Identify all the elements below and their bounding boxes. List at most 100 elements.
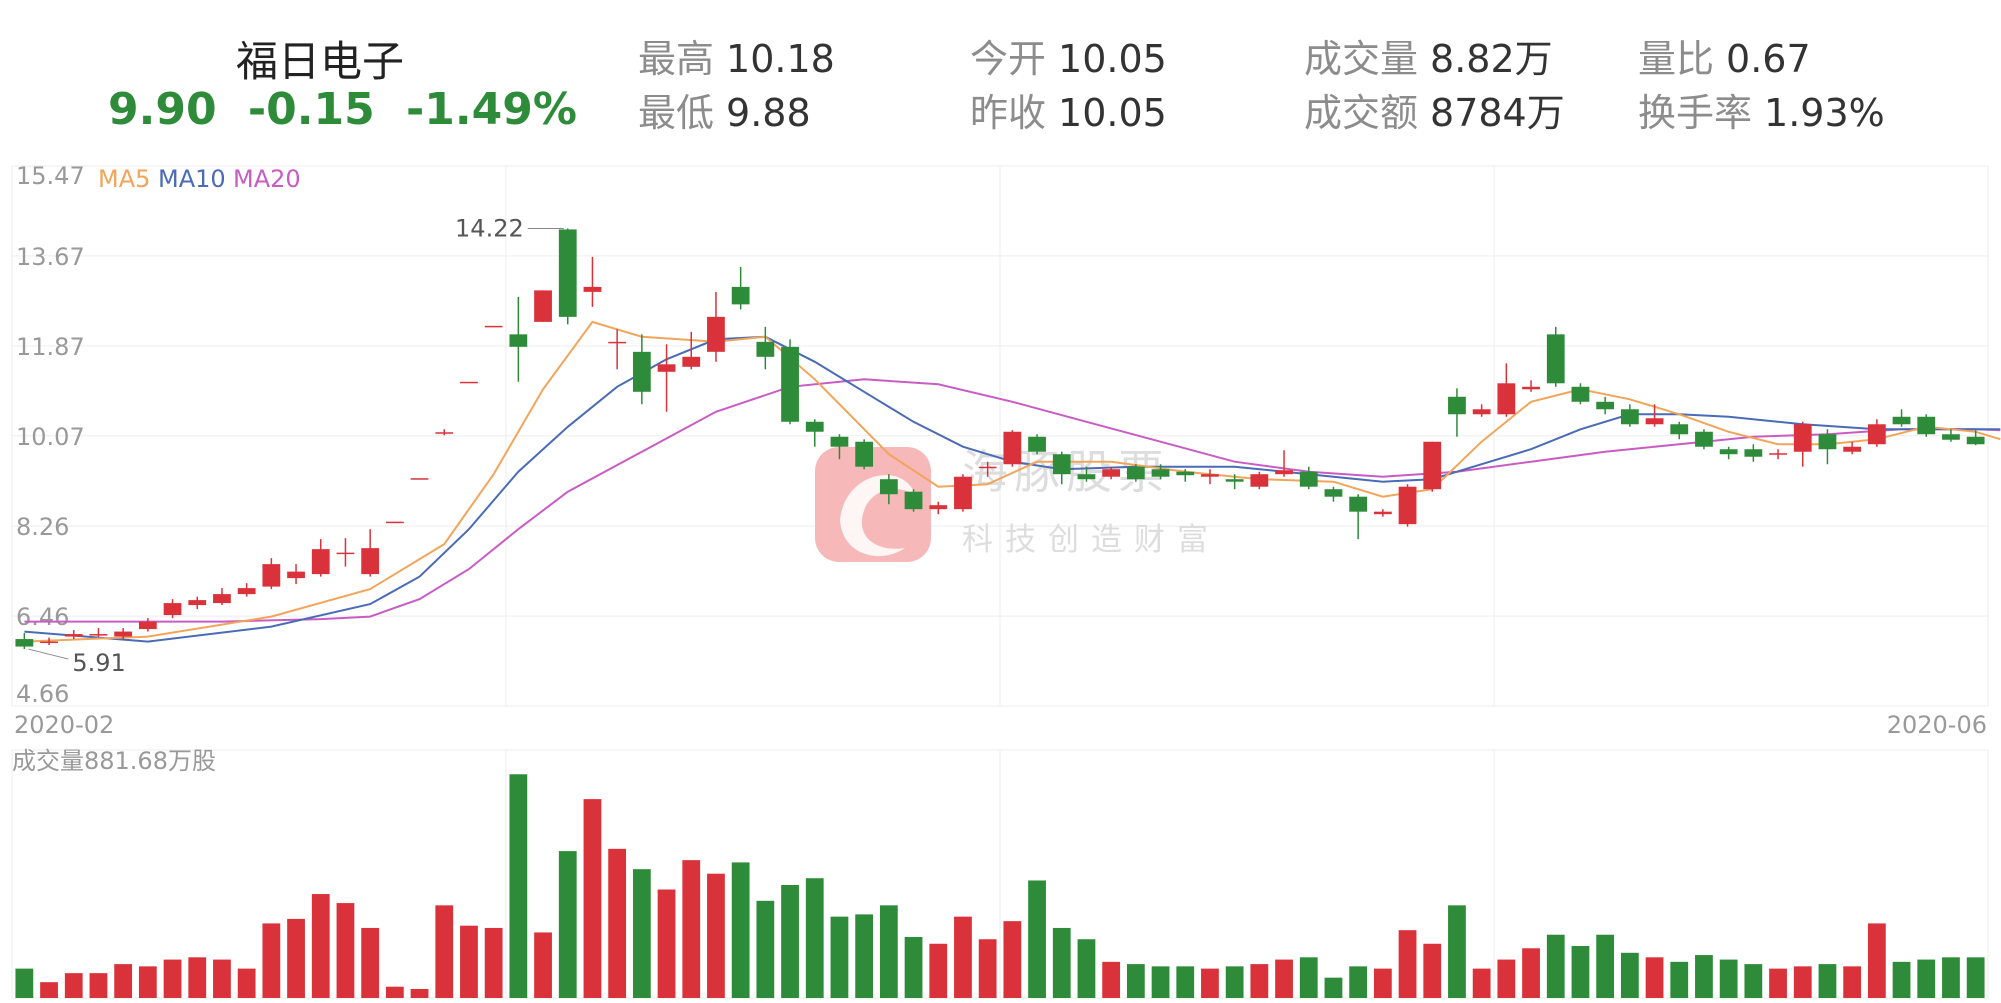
stat-value: 10.18 <box>726 37 835 81</box>
volume-bar <box>632 869 651 998</box>
volume-bar <box>1003 921 1022 998</box>
stock-price-row: 9.90 -0.15 -1.49% <box>100 84 577 135</box>
volume-bar <box>1349 966 1368 998</box>
volume-bar <box>1201 968 1219 998</box>
candle <box>1620 404 1639 427</box>
volume-bar <box>534 932 552 998</box>
stat-label: 换手率 <box>1638 91 1753 135</box>
price-tick-label: 13.67 <box>16 243 85 271</box>
volume-bar <box>336 903 355 998</box>
volume-bar <box>163 959 182 998</box>
stat-turnover-amount: 成交额 8784万 <box>1304 82 1565 137</box>
volume-bar <box>1497 959 1516 998</box>
candle <box>1349 494 1368 540</box>
candle-body <box>410 478 429 480</box>
candle <box>534 290 552 322</box>
candle-body <box>1028 436 1046 452</box>
candle <box>879 474 898 505</box>
stat-label: 最低 <box>638 91 715 135</box>
volume-bar <box>15 968 34 998</box>
candle-body <box>1793 424 1812 452</box>
volume-bar <box>138 966 157 998</box>
stat-prev-close: 昨收 10.05 <box>970 82 1167 137</box>
volume-bar <box>1892 961 1911 998</box>
candle <box>1126 464 1145 482</box>
volume-bar <box>1472 968 1491 998</box>
candle <box>484 325 503 328</box>
candle <box>435 429 454 436</box>
candle-body <box>1003 431 1022 465</box>
candle-body <box>1522 386 1540 390</box>
stat-turnover-rate: 换手率 1.93% <box>1638 82 1885 137</box>
candle-body <box>830 436 849 447</box>
candle <box>1423 441 1442 492</box>
stat-value: 8784万 <box>1430 91 1565 135</box>
candle <box>1201 469 1219 485</box>
candle <box>1052 451 1071 485</box>
volume-bar <box>1398 930 1417 998</box>
candle-body <box>682 356 701 367</box>
candle-body <box>731 286 750 305</box>
candle <box>1571 383 1590 405</box>
candle <box>954 474 972 512</box>
candle <box>64 630 83 640</box>
ma5-line <box>24 320 2001 643</box>
candle <box>657 344 676 412</box>
candle-body <box>1497 383 1516 415</box>
candle-body <box>1077 474 1096 480</box>
candle <box>1497 363 1516 417</box>
price-tick-label: 10.07 <box>16 423 85 451</box>
candle <box>1176 469 1195 482</box>
volume-bar <box>1250 964 1269 998</box>
volume-bar <box>213 959 231 998</box>
candle-body <box>1867 424 1886 445</box>
candle-body <box>1275 470 1293 475</box>
candle <box>1077 466 1096 482</box>
volume-bar <box>1028 880 1046 998</box>
volume-bar <box>385 986 404 998</box>
volume-bar <box>583 799 602 998</box>
volume-bar <box>855 914 874 998</box>
candle <box>1003 430 1022 467</box>
volume-bar <box>114 964 133 998</box>
candle <box>1275 450 1293 477</box>
volume-bar <box>1695 955 1713 998</box>
candle-body <box>608 341 627 344</box>
watermark: 海豚股票 科技创造财富 <box>815 445 1208 562</box>
candle <box>1917 414 1936 437</box>
kline-chart: 海豚股票 科技创造财富 15.47 13.67 11.87 10.07 8.26 6.46… <box>11 162 2001 999</box>
stat-label: 最高 <box>638 37 715 81</box>
price-axis: 15.47 13.67 11.87 10.07 8.26 6.46 4.66 <box>16 162 85 708</box>
volume-bar <box>1942 957 1960 998</box>
candle-body <box>213 594 231 604</box>
candle-body <box>1423 441 1442 490</box>
candle-body <box>1966 436 1985 445</box>
candle-body <box>1942 434 1960 440</box>
candle <box>1867 419 1886 447</box>
stat-label: 量比 <box>1638 37 1715 81</box>
candle-body <box>1695 431 1713 447</box>
volume-bar <box>509 774 528 998</box>
candle-body <box>657 364 676 372</box>
volume-bar <box>1151 966 1170 998</box>
date-axis: 2020-02 2020-06 <box>14 711 1987 739</box>
legend-ma10: MA10 <box>158 165 226 193</box>
candle <box>1719 446 1738 460</box>
candle-body <box>1620 409 1639 425</box>
volume-bar <box>40 982 58 998</box>
candle-body <box>978 466 997 469</box>
candle-body <box>484 325 503 328</box>
candle-body <box>558 229 577 317</box>
candle-body <box>1176 471 1195 476</box>
candle-body <box>879 479 898 495</box>
candle-body <box>756 341 775 357</box>
volume-bar <box>1275 959 1293 998</box>
candle-body <box>1843 446 1862 452</box>
candle-body <box>1102 469 1121 477</box>
candle <box>188 596 207 610</box>
candle <box>731 266 750 310</box>
volume-bar <box>361 927 380 998</box>
candle <box>756 326 775 370</box>
candle <box>1299 466 1318 490</box>
candle-body <box>460 381 478 384</box>
